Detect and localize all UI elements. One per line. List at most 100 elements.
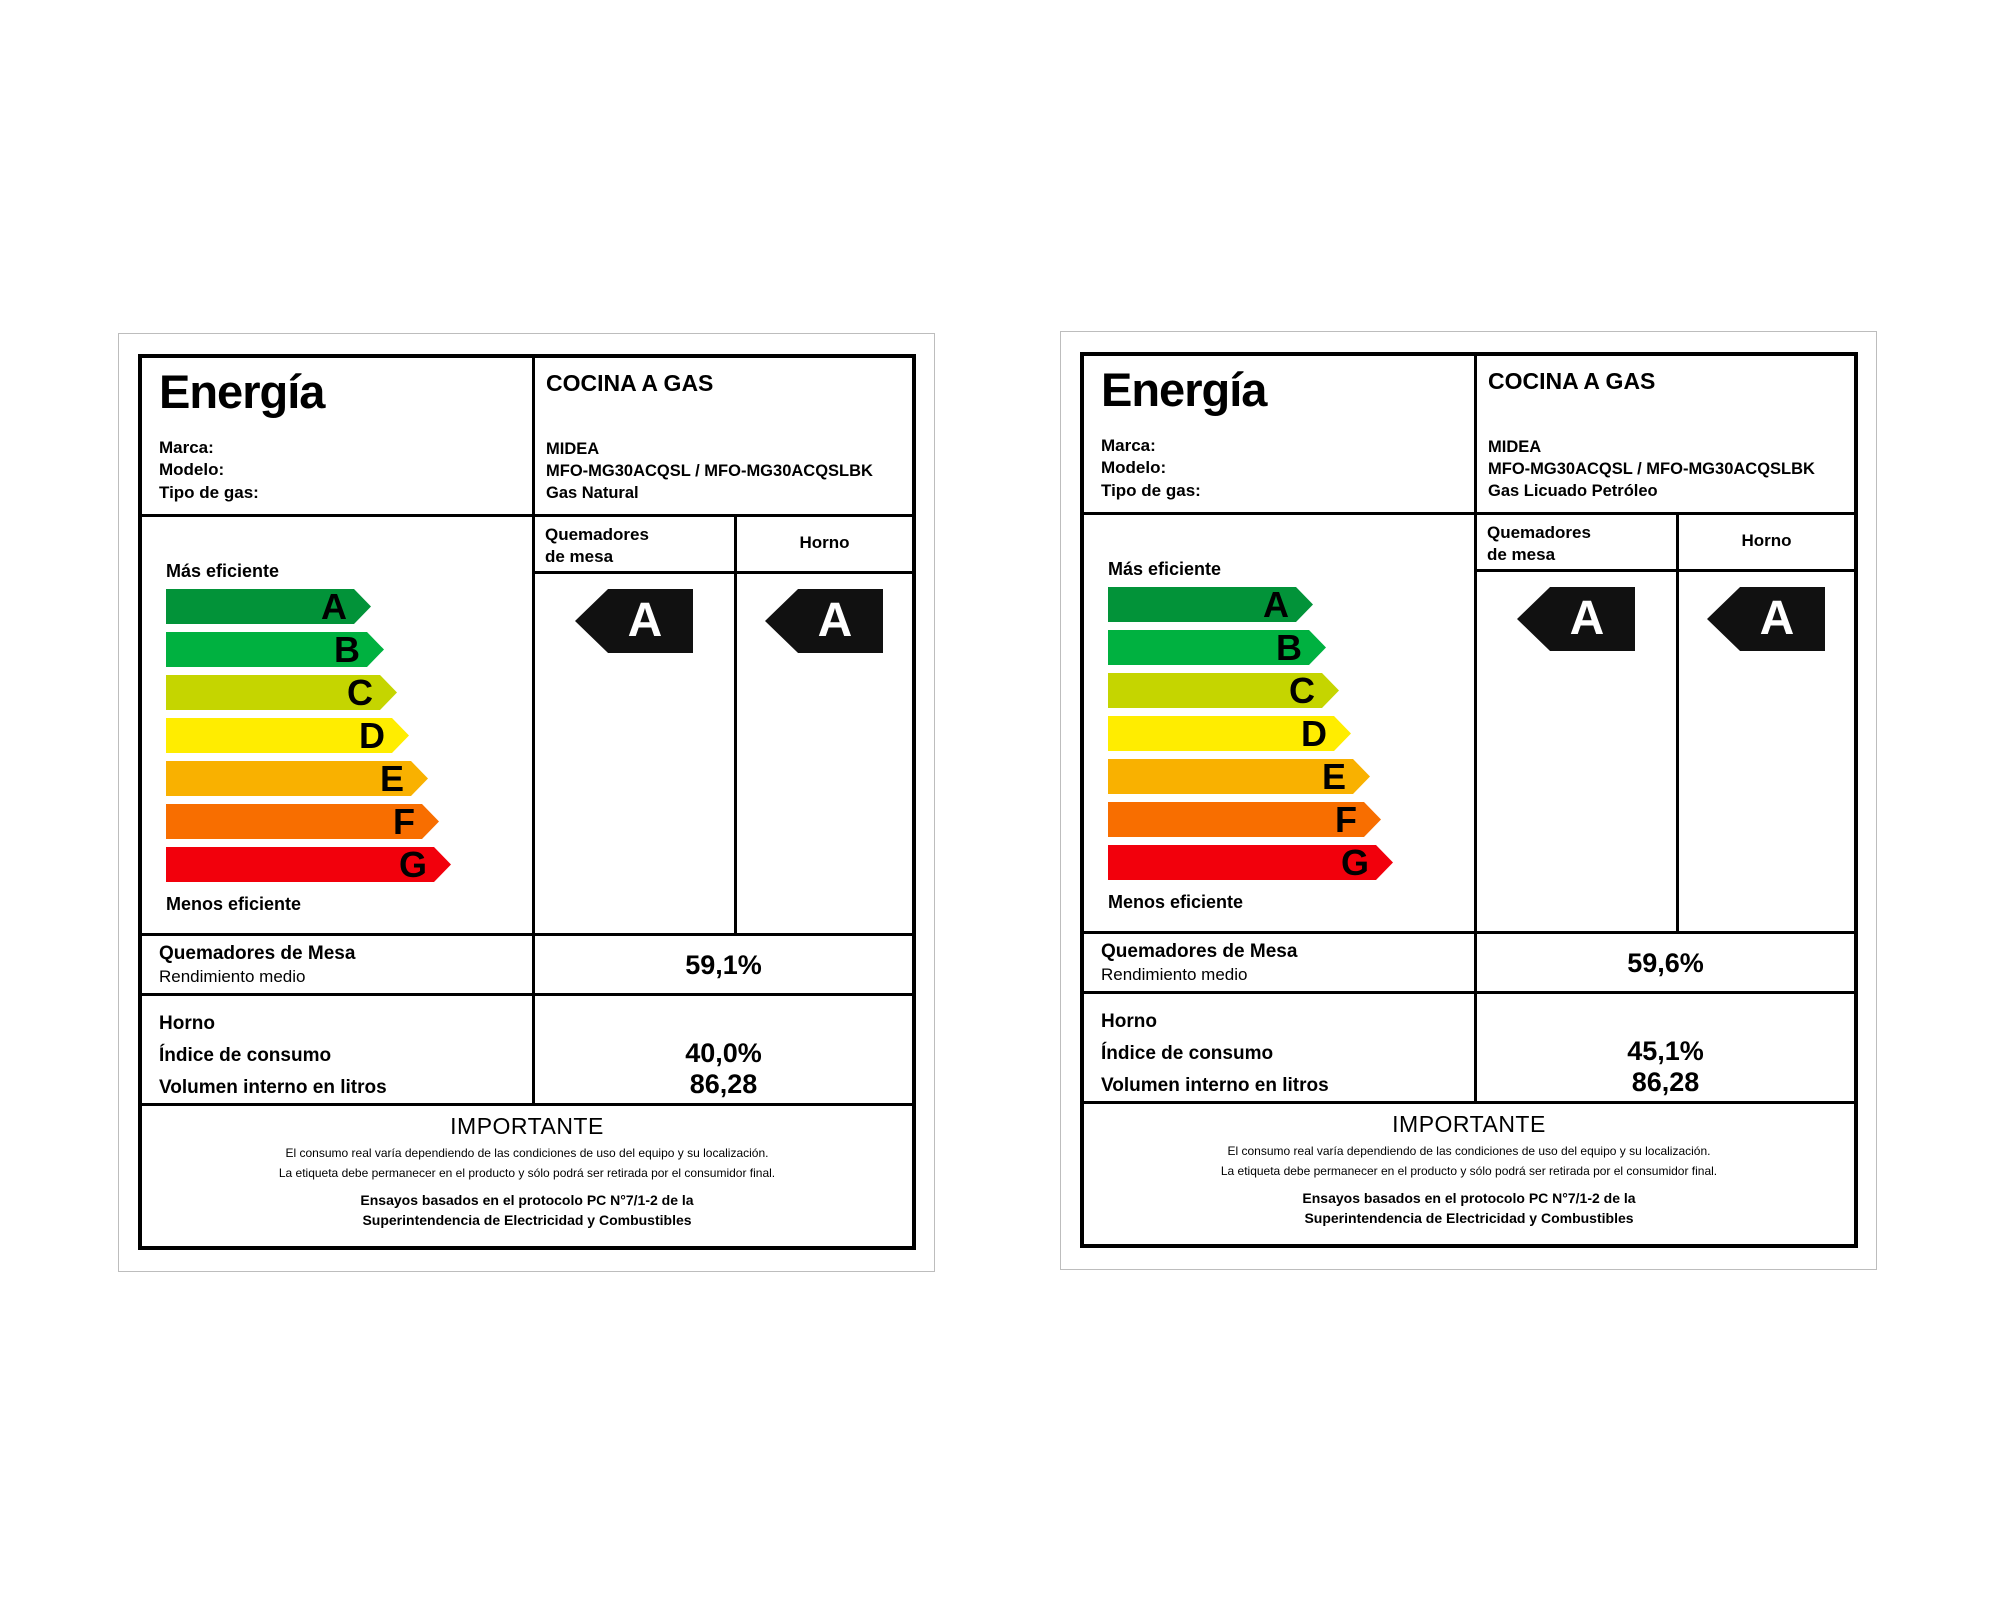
burners-stats-title: Quemadores de Mesa bbox=[1101, 941, 1298, 962]
less-efficient-label: Menos eficiente bbox=[166, 894, 302, 914]
burners-rating-badge: A bbox=[575, 589, 693, 653]
oven-volume-value: 86,28 bbox=[689, 1069, 758, 1099]
modelo-value: MFO-MG30ACQSL / MFO-MG30ACQSLBK bbox=[1488, 459, 1815, 478]
importante-line1: El consumo real varía dependiendo de las… bbox=[1227, 1144, 1711, 1158]
rating-section: Más eficiente A B C D E F G Menos eficie… bbox=[142, 514, 912, 933]
burners-efficiency-value: 59,6% bbox=[1627, 948, 1704, 978]
rating-columns: Quemadores de mesa Horno A A bbox=[535, 517, 912, 933]
oven-stats-row: Horno Índice de consumo Volumen interno … bbox=[1084, 991, 1854, 1101]
brand-values: MIDEA MFO-MG30ACQSL / MFO-MG30ACQSLBK Ga… bbox=[1488, 437, 1854, 502]
less-efficient-label: Menos eficiente bbox=[1108, 892, 1244, 912]
efficiency-bar-b: B bbox=[1108, 630, 1326, 665]
efficiency-bar-a: A bbox=[166, 589, 371, 624]
energia-title: Energía bbox=[1101, 363, 1267, 416]
importante-line4: Superintendencia de Electricidad y Combu… bbox=[362, 1211, 692, 1228]
rating-column-headers: Quemadores de mesa Horno bbox=[1477, 515, 1854, 572]
oven-rating-cell: A bbox=[1679, 572, 1854, 931]
efficiency-bar-g: G bbox=[166, 847, 451, 882]
tipo-gas-label: Tipo de gas: bbox=[159, 482, 259, 502]
oven-stats-row: Horno Índice de consumo Volumen interno … bbox=[142, 993, 912, 1103]
efficiency-bar-a: A bbox=[1108, 587, 1313, 622]
energy-label-sheet-natural-gas: Energía Marca: Modelo: Tipo de gas: COCI… bbox=[118, 333, 935, 1272]
oven-rating-cell: A bbox=[737, 574, 912, 933]
oven-volume-label: Volumen interno en litros bbox=[159, 1076, 387, 1098]
burners-rating-badge: A bbox=[1517, 587, 1635, 651]
more-efficient-label: Más eficiente bbox=[166, 561, 280, 581]
field-labels: Marca: Modelo: Tipo de gas: bbox=[159, 437, 532, 504]
oven-stats-title: Horno bbox=[1101, 1011, 1157, 1032]
rating-section: Más eficiente A B C D E F G Menos eficie… bbox=[1084, 512, 1854, 931]
importante-line3: Ensayos basados en el protocolo PC N°7/1… bbox=[360, 1192, 694, 1208]
burners-stats-labels: Quemadores de Mesa Rendimiento medio bbox=[1084, 934, 1477, 991]
efficiency-bar-b: B bbox=[166, 632, 384, 667]
efficiency-bar-d: D bbox=[166, 718, 409, 753]
burners-stats-row: Quemadores de Mesa Rendimiento medio 59,… bbox=[1084, 931, 1854, 991]
importante-protocol: Ensayos basados en el protocolo PC N°7/1… bbox=[142, 1191, 912, 1230]
tipo-gas-label: Tipo de gas: bbox=[1101, 480, 1201, 500]
importante-title: IMPORTANTE bbox=[450, 1113, 604, 1139]
header-left-cell: Energía Marca: Modelo: Tipo de gas: bbox=[142, 358, 535, 514]
burners-stats-labels: Quemadores de Mesa Rendimiento medio bbox=[142, 936, 535, 993]
rating-column-headers: Quemadores de mesa Horno bbox=[535, 517, 912, 574]
header-right-cell: COCINA A GAS MIDEA MFO-MG30ACQSL / MFO-M… bbox=[535, 358, 912, 514]
marca-label: Marca: bbox=[159, 438, 214, 457]
product-type: COCINA A GAS bbox=[546, 370, 714, 396]
oven-rating-badge: A bbox=[765, 589, 883, 653]
importante-protocol: Ensayos basados en el protocolo PC N°7/1… bbox=[1084, 1189, 1854, 1228]
importante-title: IMPORTANTE bbox=[1392, 1111, 1546, 1137]
brand-values: MIDEA MFO-MG30ACQSL / MFO-MG30ACQSLBK Ga… bbox=[546, 439, 912, 504]
importante-line4: Superintendencia de Electricidad y Combu… bbox=[1304, 1209, 1634, 1226]
modelo-value: MFO-MG30ACQSL / MFO-MG30ACQSLBK bbox=[546, 461, 873, 480]
header-right-cell: COCINA A GAS MIDEA MFO-MG30ACQSL / MFO-M… bbox=[1477, 356, 1854, 512]
burners-column-header: Quemadores de mesa bbox=[1477, 515, 1679, 569]
more-efficient-label: Más eficiente bbox=[1108, 559, 1222, 579]
energy-label-lpg: Energía Marca: Modelo: Tipo de gas: COCI… bbox=[1080, 352, 1858, 1248]
burners-stats-sub: Rendimiento medio bbox=[1101, 964, 1248, 984]
burners-stats-sub: Rendimiento medio bbox=[159, 966, 306, 986]
header-left-cell: Energía Marca: Modelo: Tipo de gas: bbox=[1084, 356, 1477, 512]
oven-stats-labels: Horno Índice de consumo Volumen interno … bbox=[1084, 994, 1477, 1101]
rating-columns: Quemadores de mesa Horno A A bbox=[1477, 515, 1854, 931]
marca-value: MIDEA bbox=[546, 440, 600, 458]
field-labels: Marca: Modelo: Tipo de gas: bbox=[1101, 435, 1474, 502]
efficiency-bar-f: F bbox=[166, 804, 439, 839]
oven-stats-labels: Horno Índice de consumo Volumen interno … bbox=[142, 996, 535, 1103]
burners-stats-title: Quemadores de Mesa bbox=[159, 943, 356, 964]
oven-consumption-label: Índice de consumo bbox=[1101, 1042, 1274, 1064]
oven-column-header: Horno bbox=[799, 533, 850, 552]
efficiency-bar-e: E bbox=[1108, 759, 1370, 794]
efficiency-bar-f: F bbox=[1108, 802, 1381, 837]
marca-label: Marca: bbox=[1101, 436, 1156, 455]
efficiency-bar-e: E bbox=[166, 761, 428, 796]
energy-label-natural-gas: Energía Marca: Modelo: Tipo de gas: COCI… bbox=[138, 354, 916, 1250]
tipo-gas-value: Gas Licuado Petróleo bbox=[1488, 481, 1658, 500]
oven-stats-title: Horno bbox=[159, 1013, 215, 1034]
oven-volume-value: 86,28 bbox=[1631, 1067, 1700, 1097]
burners-efficiency-value: 59,1% bbox=[685, 950, 762, 980]
oven-volume-label: Volumen interno en litros bbox=[1101, 1074, 1329, 1096]
oven-consumption-value: 45,1% bbox=[1627, 1036, 1704, 1066]
rating-column-body: A A bbox=[1477, 572, 1854, 931]
energia-title: Energía bbox=[159, 365, 325, 418]
label-header: Energía Marca: Modelo: Tipo de gas: COCI… bbox=[142, 358, 912, 514]
oven-column-header: Horno bbox=[1741, 531, 1792, 550]
oven-consumption-label: Índice de consumo bbox=[159, 1044, 332, 1066]
importante-line2: La etiqueta debe permanecer en el produc… bbox=[1220, 1164, 1718, 1178]
importante-line3: Ensayos basados en el protocolo PC N°7/1… bbox=[1302, 1190, 1636, 1206]
energy-label-sheet-lpg: Energía Marca: Modelo: Tipo de gas: COCI… bbox=[1060, 331, 1877, 1270]
efficiency-bar-g: G bbox=[1108, 845, 1393, 880]
efficiency-bar-d: D bbox=[1108, 716, 1351, 751]
importante-section: IMPORTANTE El consumo real varía dependi… bbox=[1084, 1101, 1854, 1244]
oven-rating-badge: A bbox=[1707, 587, 1825, 651]
burners-stats-row: Quemadores de Mesa Rendimiento medio 59,… bbox=[142, 933, 912, 993]
importante-line2: La etiqueta debe permanecer en el produc… bbox=[278, 1166, 776, 1180]
modelo-label: Modelo: bbox=[159, 460, 225, 480]
oven-consumption-value: 40,0% bbox=[685, 1038, 762, 1068]
efficiency-scale: Más eficiente A B C D E F G Menos eficie… bbox=[1084, 515, 1477, 931]
modelo-label: Modelo: bbox=[1101, 458, 1167, 478]
product-type: COCINA A GAS bbox=[1488, 368, 1656, 394]
tipo-gas-value: Gas Natural bbox=[546, 483, 639, 502]
label-header: Energía Marca: Modelo: Tipo de gas: COCI… bbox=[1084, 356, 1854, 512]
burners-rating-cell: A bbox=[1477, 572, 1679, 931]
oven-stats-values: 40,0% 86,28 bbox=[535, 996, 912, 1103]
